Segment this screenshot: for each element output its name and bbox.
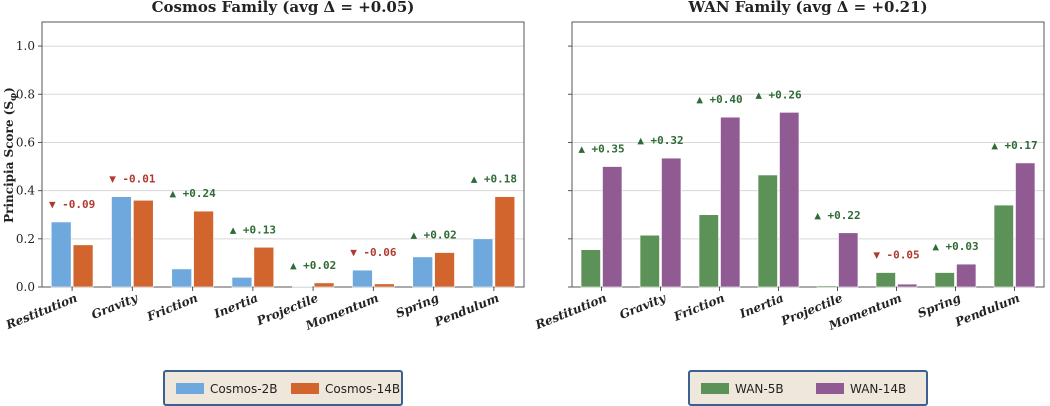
bar: [72, 244, 94, 288]
x-tick-label: Pendulum: [432, 291, 501, 330]
delta-annotation: ▼ -0.05: [873, 249, 919, 262]
delta-annotation: ▲ +0.18: [471, 173, 517, 186]
bar: [253, 246, 275, 288]
y-axis-label-sub: φ: [9, 93, 19, 101]
legend-swatch: [176, 383, 204, 394]
x-tick-label: Pendulum: [952, 291, 1021, 330]
x-tick-label: Restitution: [532, 291, 608, 333]
bar: [934, 272, 955, 288]
bar: [779, 112, 800, 288]
bar: [50, 221, 72, 288]
delta-annotation: ▲ +0.02: [290, 259, 336, 272]
bar: [720, 116, 741, 288]
legend-swatch: [291, 383, 319, 394]
delta-annotation: ▲ +0.32: [637, 134, 683, 147]
bar: [993, 204, 1014, 288]
bar: [434, 252, 455, 288]
bar: [111, 196, 132, 288]
y-axis-label-close: ): [2, 87, 16, 93]
bar: [313, 282, 335, 288]
y-tick-label: 0.0: [16, 280, 35, 294]
x-tick-label: Friction: [671, 291, 727, 324]
bar: [1015, 162, 1036, 288]
bar: [816, 285, 837, 288]
bar: [352, 269, 373, 288]
bar: [956, 263, 977, 288]
legend-swatch: [701, 383, 729, 394]
bar: [171, 268, 192, 288]
bar: [698, 214, 719, 288]
legend-box: [688, 370, 928, 406]
x-tick-label: Gravity: [617, 290, 668, 321]
bar: [231, 277, 253, 288]
delta-annotation: ▲ +0.03: [932, 240, 978, 253]
delta-annotation: ▲ +0.35: [578, 143, 624, 156]
delta-annotation: ▲ +0.22: [814, 209, 860, 222]
delta-annotation: ▲ +0.40: [696, 93, 742, 106]
x-tick-label: Inertia: [737, 291, 786, 322]
x-tick-label: Restitution: [3, 291, 79, 333]
bar: [897, 283, 918, 288]
x-tick-label: Inertia: [211, 291, 260, 322]
legend-label: Cosmos-2B: [210, 382, 277, 396]
legend-label: Cosmos-14B: [325, 382, 400, 396]
bar: [602, 166, 623, 288]
y-axis-label-main: Principia Score (S: [2, 101, 16, 223]
chart-title: WAN Family (avg Δ = +0.21): [687, 0, 927, 16]
delta-annotation: ▲ +0.24: [169, 187, 216, 200]
delta-annotation: ▲ +0.26: [755, 88, 802, 101]
bar: [838, 232, 859, 288]
bar: [412, 256, 433, 288]
plot-frame: [571, 21, 1045, 288]
bar: [472, 238, 494, 288]
bar: [133, 199, 154, 288]
y-tick-label: 0.4: [16, 184, 35, 198]
bar: [193, 210, 214, 288]
chart-panel-1: WAN Family (avg Δ = +0.21) ▲ +0.35 Restitu…: [532, 0, 1045, 406]
delta-annotation: ▼ -0.09: [49, 198, 95, 211]
delta-annotation: ▼ -0.01: [109, 173, 156, 186]
y-tick-label: 0.8: [16, 87, 35, 101]
bar: [875, 272, 896, 288]
bar: [291, 285, 313, 288]
delta-annotation: ▼ -0.06: [350, 246, 397, 259]
bar: [639, 234, 660, 288]
legend-swatch: [816, 383, 844, 394]
bar: [494, 196, 516, 288]
y-axis-label: Principia Score (Sφ): [2, 87, 19, 223]
chart-title: Cosmos Family (avg Δ = +0.05): [152, 0, 415, 16]
legend-label: WAN-5B: [735, 382, 784, 396]
y-tick-label: 0.2: [16, 232, 35, 246]
y-tick-label: 0.6: [16, 135, 35, 149]
delta-annotation: ▲ +0.13: [230, 223, 276, 236]
x-tick-label: Friction: [144, 291, 200, 324]
bar: [374, 283, 395, 288]
bar: [580, 249, 601, 288]
legend-label: WAN-14B: [850, 382, 906, 396]
bar: [757, 174, 778, 288]
y-tick-label: 1.0: [16, 39, 35, 53]
delta-annotation: ▲ +0.17: [991, 139, 1037, 152]
plot-frame: [41, 21, 525, 288]
bar: [661, 157, 682, 288]
legend-box: [163, 370, 403, 406]
delta-annotation: ▲ +0.02: [410, 229, 456, 242]
x-tick-label: Gravity: [89, 290, 140, 321]
chart-panel-0: 0.0 0.2 0.4 0.6 0.8 1.0 Cosmos Family (avg Δ =…: [3, 0, 525, 406]
